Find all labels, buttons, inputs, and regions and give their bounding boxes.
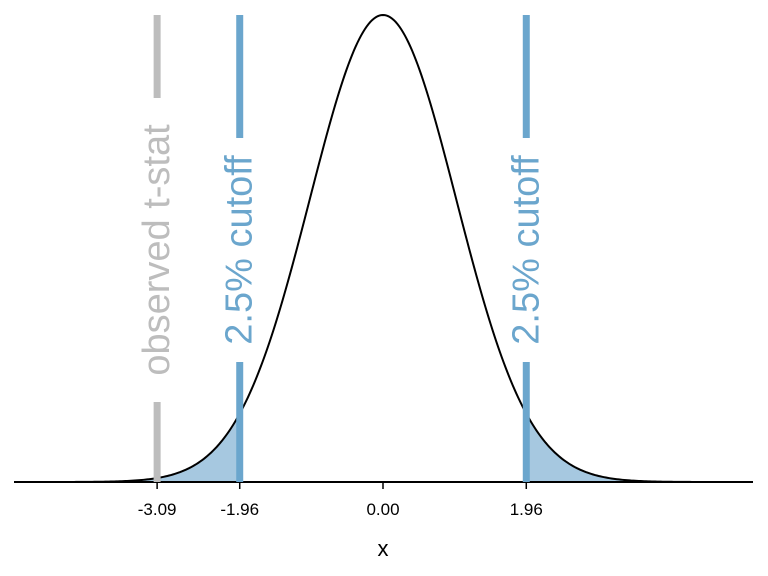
reference-lines: observed t-stat 2.5% cutoff 2.5% cutoff bbox=[136, 15, 547, 482]
right-tail-shade bbox=[526, 413, 749, 482]
x-tick-label-1: -1.96 bbox=[220, 500, 259, 519]
density-curve-layer bbox=[17, 13, 749, 483]
shaded-tail-regions bbox=[17, 413, 749, 482]
x-axis-title: x bbox=[378, 536, 389, 561]
x-tick-label-0: -3.09 bbox=[138, 500, 177, 519]
left-tail-shade bbox=[17, 413, 240, 482]
x-axis-ticks: -3.09 -1.96 0.00 1.96 bbox=[138, 482, 543, 519]
density-curve bbox=[17, 13, 749, 483]
vline-label-0: observed t-stat bbox=[136, 124, 178, 376]
x-tick-label-2: 0.00 bbox=[366, 500, 399, 519]
vline-label-1: 2.5% cutoff bbox=[219, 155, 261, 345]
x-tick-label-3: 1.96 bbox=[510, 500, 543, 519]
vline-label-2: 2.5% cutoff bbox=[505, 155, 547, 345]
